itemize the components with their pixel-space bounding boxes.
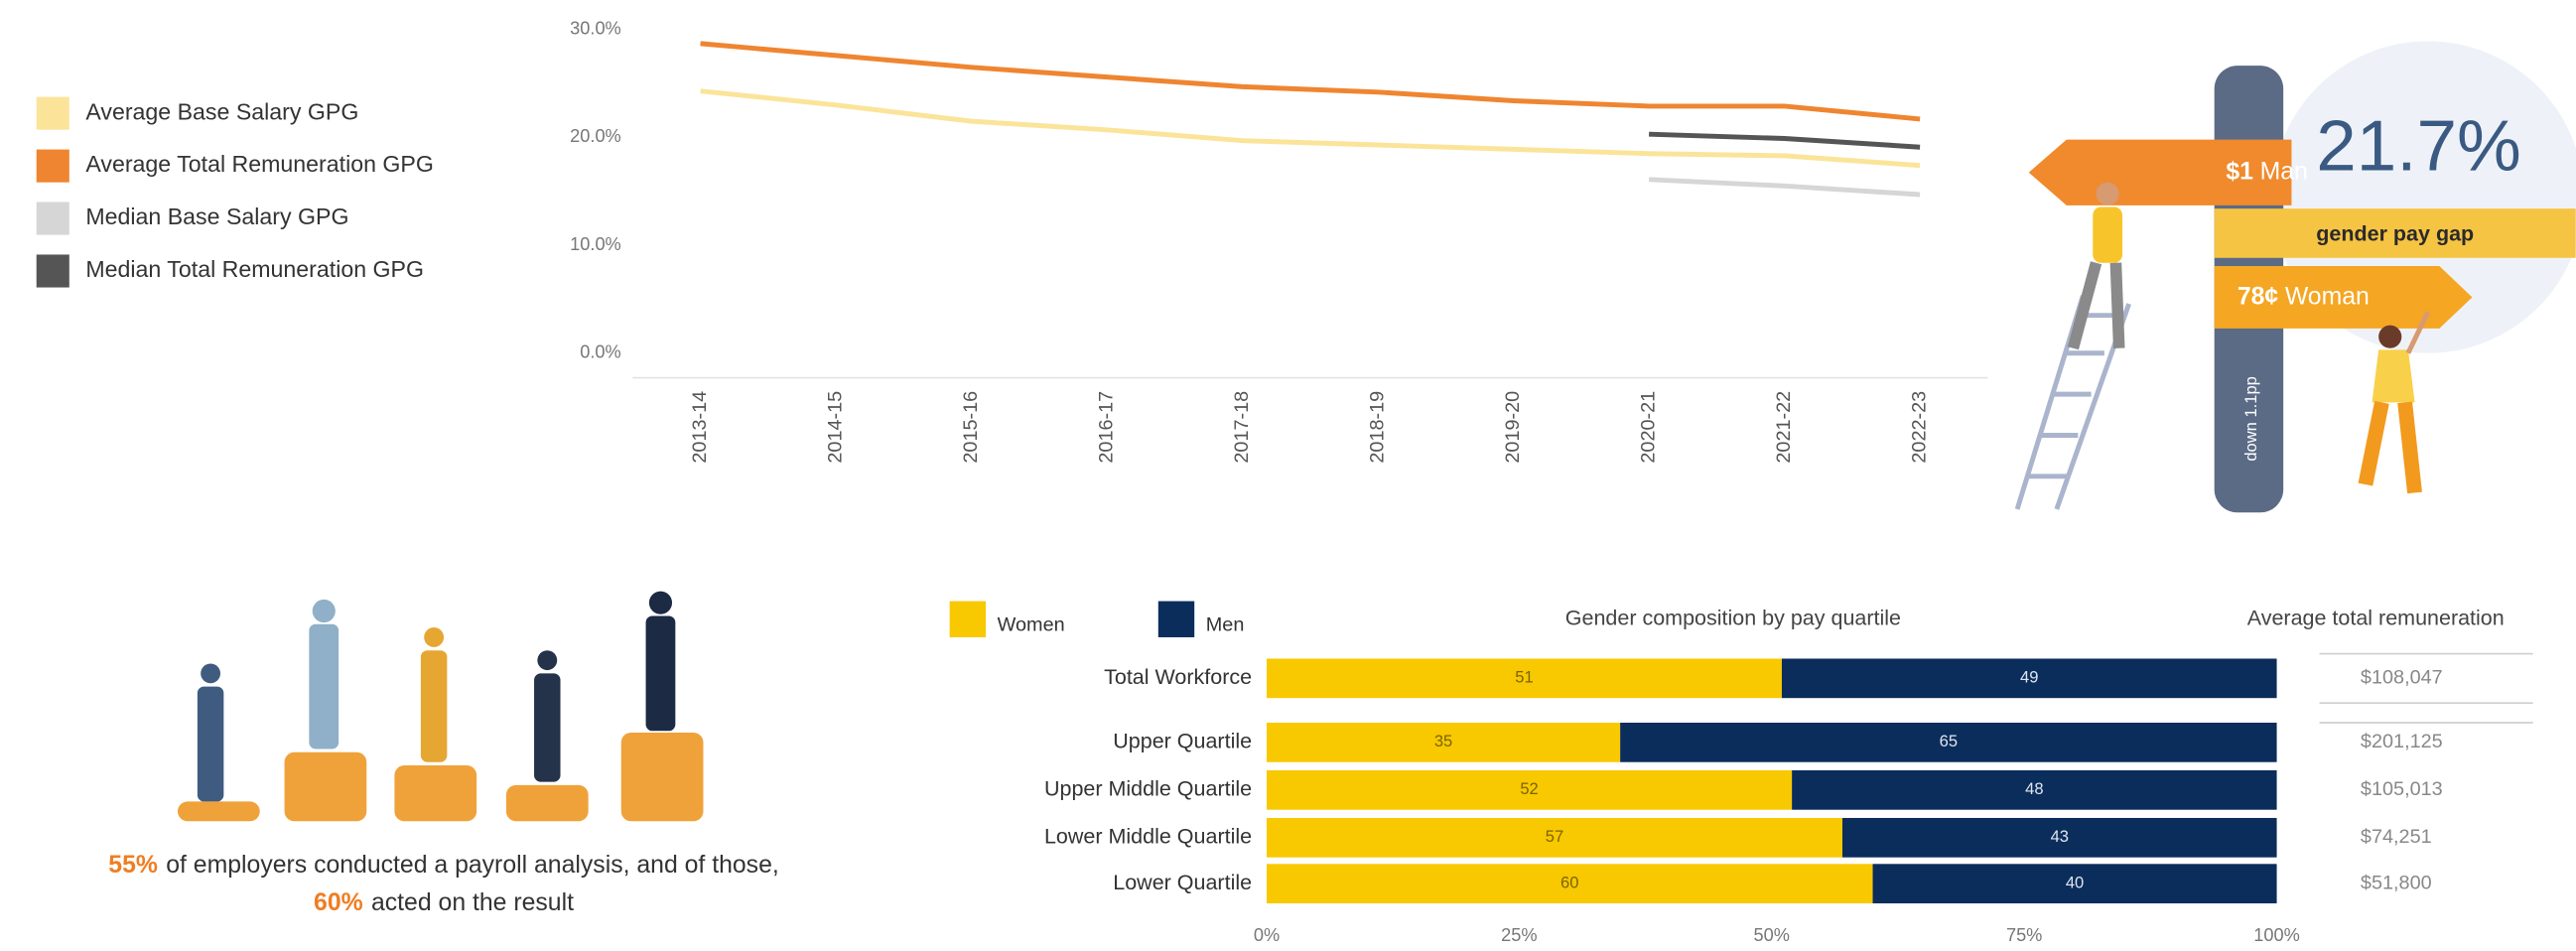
remuneration-value: $108,047 xyxy=(2361,667,2443,689)
stat: 60% xyxy=(314,889,363,916)
woman-amount-value: 78¢ xyxy=(2237,283,2279,310)
data-label: 40 xyxy=(2066,874,2084,892)
payroll-text: acted on the result xyxy=(371,889,574,916)
man-amount-value: $1 xyxy=(2226,158,2253,185)
y-tick-label: 30.0% xyxy=(570,19,621,39)
line-series xyxy=(1649,180,1920,195)
data-label: 57 xyxy=(1546,827,1563,846)
y-tick-label: 20.0% xyxy=(570,126,621,146)
x-tick-label: 100% xyxy=(2253,925,2300,945)
x-tick-label: 2020-21 xyxy=(1637,391,1659,464)
data-label: 60 xyxy=(1560,874,1578,892)
x-tick-label: 2014-15 xyxy=(824,391,846,464)
data-label: 49 xyxy=(2020,668,2038,687)
x-tick-label: 2015-16 xyxy=(960,391,982,464)
category-label: Upper Quartile xyxy=(1113,730,1252,753)
line-series xyxy=(701,91,1921,166)
data-label: 51 xyxy=(1515,668,1533,687)
x-tick-label: 2022-23 xyxy=(1908,391,1930,464)
legend-label: Median Base Salary GPG xyxy=(85,204,348,229)
category-label: Upper Middle Quartile xyxy=(1044,777,1252,801)
data-label: 65 xyxy=(1940,732,1958,750)
line-series xyxy=(1649,134,1920,147)
woman-label: Woman xyxy=(2285,283,2370,310)
y-tick-label: 10.0% xyxy=(570,234,621,254)
legend-swatch xyxy=(37,97,69,130)
remuneration-title: Average total remuneration xyxy=(2247,606,2505,629)
legend-label: Average Total Remuneration GPG xyxy=(85,151,434,177)
category-label: Lower Quartile xyxy=(1113,871,1252,894)
data-label: 35 xyxy=(1434,732,1452,750)
page: $1 Man 21.7% gender pay gap 78¢Woman down… xyxy=(0,0,2576,951)
x-tick-label: 2021-22 xyxy=(1773,391,1795,464)
legend-label: Women xyxy=(998,614,1065,636)
category-label: Lower Middle Quartile xyxy=(1044,825,1252,849)
legend-label: Men xyxy=(1206,614,1245,636)
x-tick-label: 0% xyxy=(1254,925,1280,945)
man-amount: $1 Man xyxy=(2226,158,2307,185)
remuneration-value: $74,251 xyxy=(2361,826,2432,848)
change: down 1.1pp xyxy=(2241,376,2260,461)
x-tick-label: 50% xyxy=(1754,925,1790,945)
x-tick-label: 2017-18 xyxy=(1231,391,1253,464)
data-label: 48 xyxy=(2025,779,2043,798)
legend-label: Average Base Salary GPG xyxy=(85,98,358,124)
woman-amount: 78¢Woman xyxy=(2237,283,2370,310)
x-tick-label: 2016-17 xyxy=(1095,391,1117,464)
x-tick-label: 75% xyxy=(2006,925,2042,945)
stat: 55% xyxy=(108,852,158,879)
payroll-line2: 60% acted on the result xyxy=(314,889,574,916)
category-label: Total Workforce xyxy=(1104,665,1252,689)
y-tick-label: 0.0% xyxy=(580,342,620,362)
x-tick-label: 2013-14 xyxy=(689,391,711,464)
legend-label: Median Total Remuneration GPG xyxy=(85,256,424,282)
dashboard: $1 Man 21.7% gender pay gap 78¢Woman down… xyxy=(0,0,2576,951)
data-label: 43 xyxy=(2051,827,2069,846)
legend-swatch xyxy=(37,203,69,235)
coins-and-people xyxy=(178,592,703,822)
headline: 21.7% xyxy=(2316,105,2520,186)
bar-title: Gender composition by pay quartile xyxy=(1565,606,1901,629)
legend-swatch xyxy=(1158,602,1194,637)
legend-swatch xyxy=(37,254,69,287)
legend-swatch xyxy=(37,150,69,183)
x-tick-label: 2019-20 xyxy=(1502,391,1524,464)
line-series xyxy=(701,44,1921,119)
x-tick-label: 2018-19 xyxy=(1366,391,1388,464)
payroll-text: of employers conducted a payroll analysi… xyxy=(166,852,779,879)
remuneration-value: $51,800 xyxy=(2361,872,2432,893)
payroll-line1: 55% of employers conducted a payroll anal… xyxy=(108,852,778,879)
remuneration-value: $201,125 xyxy=(2361,731,2443,752)
man-label: Man xyxy=(2260,158,2308,185)
data-label: 52 xyxy=(1520,779,1538,798)
man-figure xyxy=(2073,183,2122,348)
x-tick-label: 25% xyxy=(1501,925,1537,945)
legend-swatch xyxy=(950,602,986,637)
caption: gender pay gap xyxy=(2316,221,2474,245)
remuneration-value: $105,013 xyxy=(2361,778,2443,800)
